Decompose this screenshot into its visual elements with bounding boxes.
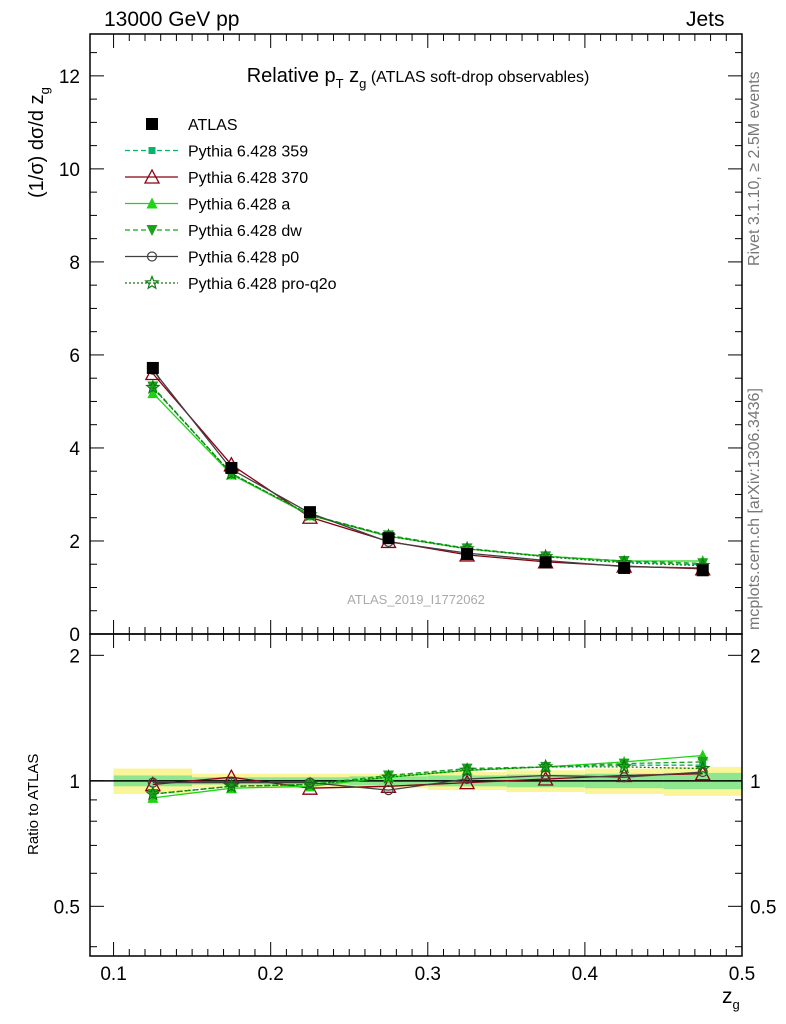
x-tick-label: 0.2 — [257, 964, 283, 985]
chart-title: Relative pT zg (ATLAS soft-drop observab… — [247, 65, 590, 91]
x-tick-label: 0.3 — [415, 964, 441, 985]
analysis-label: ATLAS_2019_I1772062 — [347, 592, 485, 607]
series-4-ratio-line — [152, 771, 703, 791]
series-5-ratio-point — [145, 785, 161, 801]
ratio-y-tick-label: 2 — [69, 646, 80, 667]
ratio-y-tick-label-right: 0.5 — [750, 897, 776, 918]
legend-marker — [146, 251, 158, 262]
series-5-ratio-point — [380, 769, 397, 784]
series-1-ratio-point — [380, 777, 397, 793]
legend-label: Pythia 6.428 370 — [188, 170, 308, 187]
x-tick-label: 0.5 — [729, 964, 755, 985]
atlas-data-point — [696, 564, 709, 577]
atlas-data-point — [146, 361, 159, 374]
series-5-ratio-point — [694, 760, 711, 776]
series-2-ratio-line — [152, 754, 703, 799]
ratio-y-tick-label: 0.5 — [54, 897, 80, 918]
series-4-ratio-point — [383, 785, 394, 796]
series-2-line — [152, 392, 703, 562]
legend-marker — [146, 197, 158, 209]
legend-label: ATLAS — [188, 117, 238, 134]
title-sub-g: g — [359, 76, 366, 91]
series-group — [144, 361, 711, 803]
ratio-panel-frame — [89, 633, 743, 957]
series-3-point — [147, 381, 159, 393]
series-5-ratio-point — [302, 776, 318, 792]
title-main: Relative p — [247, 65, 336, 87]
y-tick-label: 12 — [59, 67, 80, 88]
series-5-ratio-point — [616, 758, 632, 774]
atlas-data-point — [539, 556, 552, 569]
series-4-line — [152, 369, 703, 569]
legend-label: Pythia 6.428 dw — [188, 223, 302, 240]
svg-text:(1/σ) dσ/d zg: (1/σ) dσ/d zg — [26, 87, 52, 198]
series-3-ratio-point — [618, 758, 630, 770]
legend-marker — [143, 168, 161, 184]
series-2-point — [147, 387, 159, 399]
atlas-data-point — [461, 548, 474, 560]
atlas-data-point — [382, 532, 395, 545]
atlas-data-point — [303, 506, 316, 519]
legend-label: Pythia 6.428 p0 — [188, 250, 299, 267]
ratio-y-tick-label-right: 2 — [750, 646, 761, 667]
series-4-ratio-point — [540, 770, 551, 781]
series-3-ratio-point — [383, 770, 395, 782]
legend-label: Pythia 6.428 pro-q2o — [188, 276, 337, 293]
y-tick-label: 2 — [69, 532, 80, 553]
y-axis-label: (1/σ) dσ/d zg — [26, 87, 52, 198]
y-tick-label: 6 — [69, 346, 80, 367]
svg-text:Ratio to ATLAS: Ratio to ATLAS — [25, 754, 42, 855]
x-axis-label-main: z — [722, 985, 733, 1008]
legend-marker — [146, 118, 158, 130]
title-rest: (ATLAS soft-drop observables) — [366, 69, 589, 86]
x-axis-label: zg — [722, 985, 740, 1012]
ratio-y-axis-label: Ratio to ATLAS — [25, 754, 42, 855]
series-4-ratio-point — [697, 766, 708, 778]
header-left: 13000 GeV pp — [104, 8, 240, 31]
legend-marker — [146, 225, 158, 236]
x-axis-label-sub: g — [733, 997, 740, 1012]
ratio-y-tick-label-right: 1 — [750, 772, 761, 793]
atlas-data-point — [225, 461, 238, 474]
series-5-ratio-point — [537, 758, 554, 774]
title-z: z — [344, 65, 360, 87]
legend-label: Pythia 6.428 a — [188, 197, 290, 214]
legend-marker — [148, 147, 156, 154]
series-3-line — [152, 386, 703, 564]
series-5-ratio-point — [223, 778, 240, 793]
atlas-data-point — [618, 561, 631, 574]
x-tick-label: 0.1 — [100, 964, 126, 985]
y-axis-label-main: (1/σ) dσ/d z — [26, 94, 48, 198]
series-5-point — [145, 379, 161, 395]
series-4-ratio-point — [619, 772, 630, 783]
y-axis-label-sub: g — [37, 87, 52, 94]
title-sub-t: T — [336, 76, 344, 91]
y-tick-label: 0 — [69, 625, 80, 646]
y-tick-label: 8 — [69, 253, 80, 274]
y-tick-label: 10 — [59, 160, 80, 181]
header-right: Jets — [686, 8, 725, 31]
series-5-ratio-point — [459, 762, 475, 777]
y-tick-label: 4 — [69, 439, 80, 460]
legend: ATLAS Pythia 6.428 359 Pythia 6.428 370 Pyt… — [125, 117, 337, 293]
series-4-ratio-point — [461, 773, 473, 785]
legend-marker — [144, 274, 160, 290]
legend-label: Pythia 6.428 359 — [188, 144, 308, 161]
ratio-y-tick-label: 1 — [69, 772, 80, 793]
series-3-ratio-point — [461, 763, 473, 775]
x-tick-label: 0.4 — [572, 964, 599, 985]
series-5-ratio-line — [152, 766, 703, 795]
